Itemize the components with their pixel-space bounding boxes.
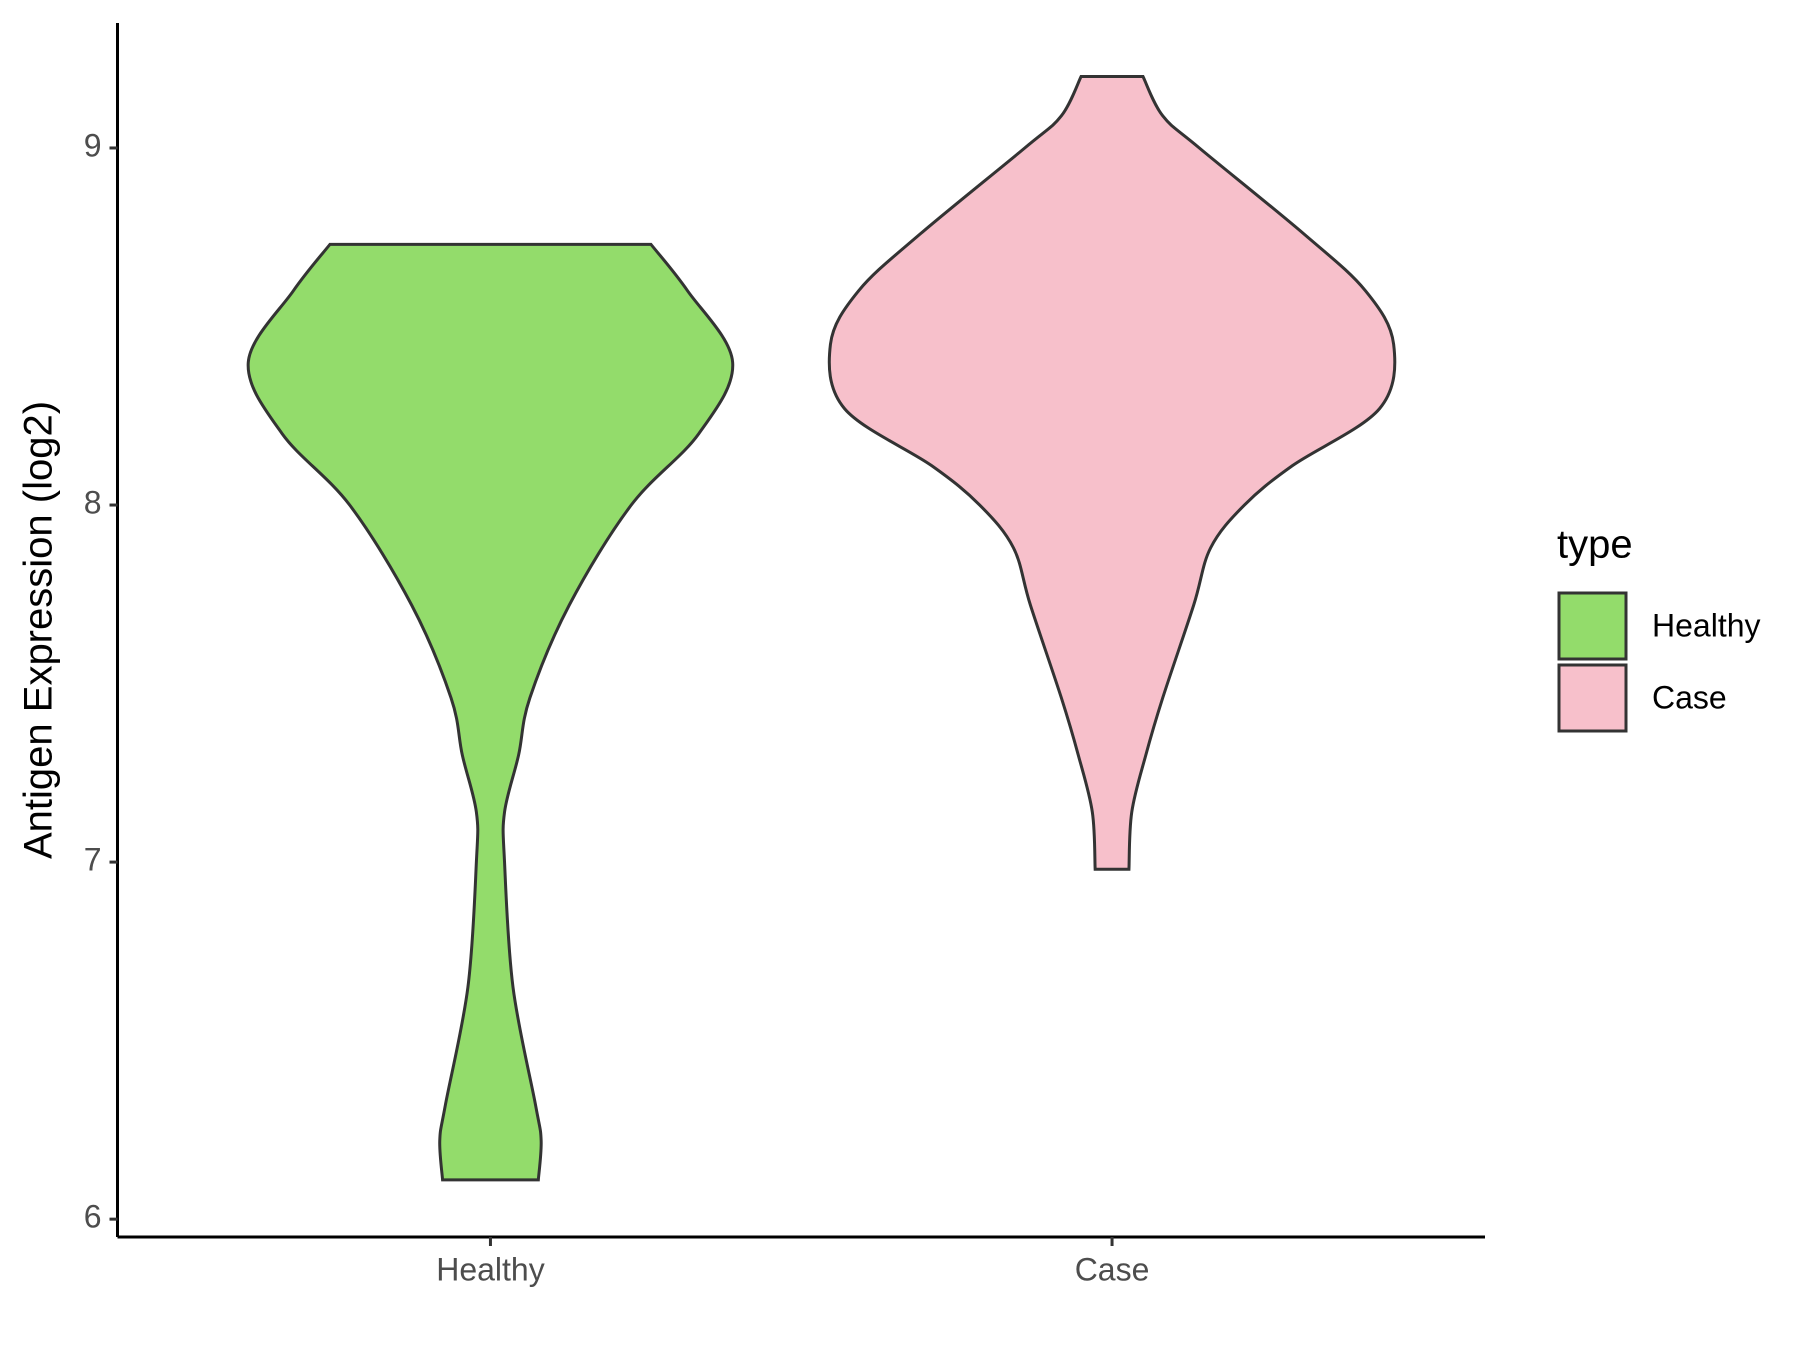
violin xyxy=(827,75,1397,871)
y-axis-title: Antigen Expression (log2) xyxy=(17,401,61,859)
y-tick-label: 9 xyxy=(84,127,102,163)
legend-label: Healthy xyxy=(1652,607,1761,643)
violin xyxy=(246,242,735,1182)
x-tick-label: Case xyxy=(1075,1251,1150,1287)
legend-key xyxy=(1557,591,1628,661)
x-tick-label: Healthy xyxy=(436,1251,545,1287)
legend-label: Case xyxy=(1652,679,1727,715)
y-tick-label: 7 xyxy=(84,842,102,878)
y-tick-label: 8 xyxy=(84,484,102,520)
legend-title: type xyxy=(1557,523,1633,567)
legend-key xyxy=(1557,663,1628,733)
y-tick-label: 6 xyxy=(84,1199,102,1235)
